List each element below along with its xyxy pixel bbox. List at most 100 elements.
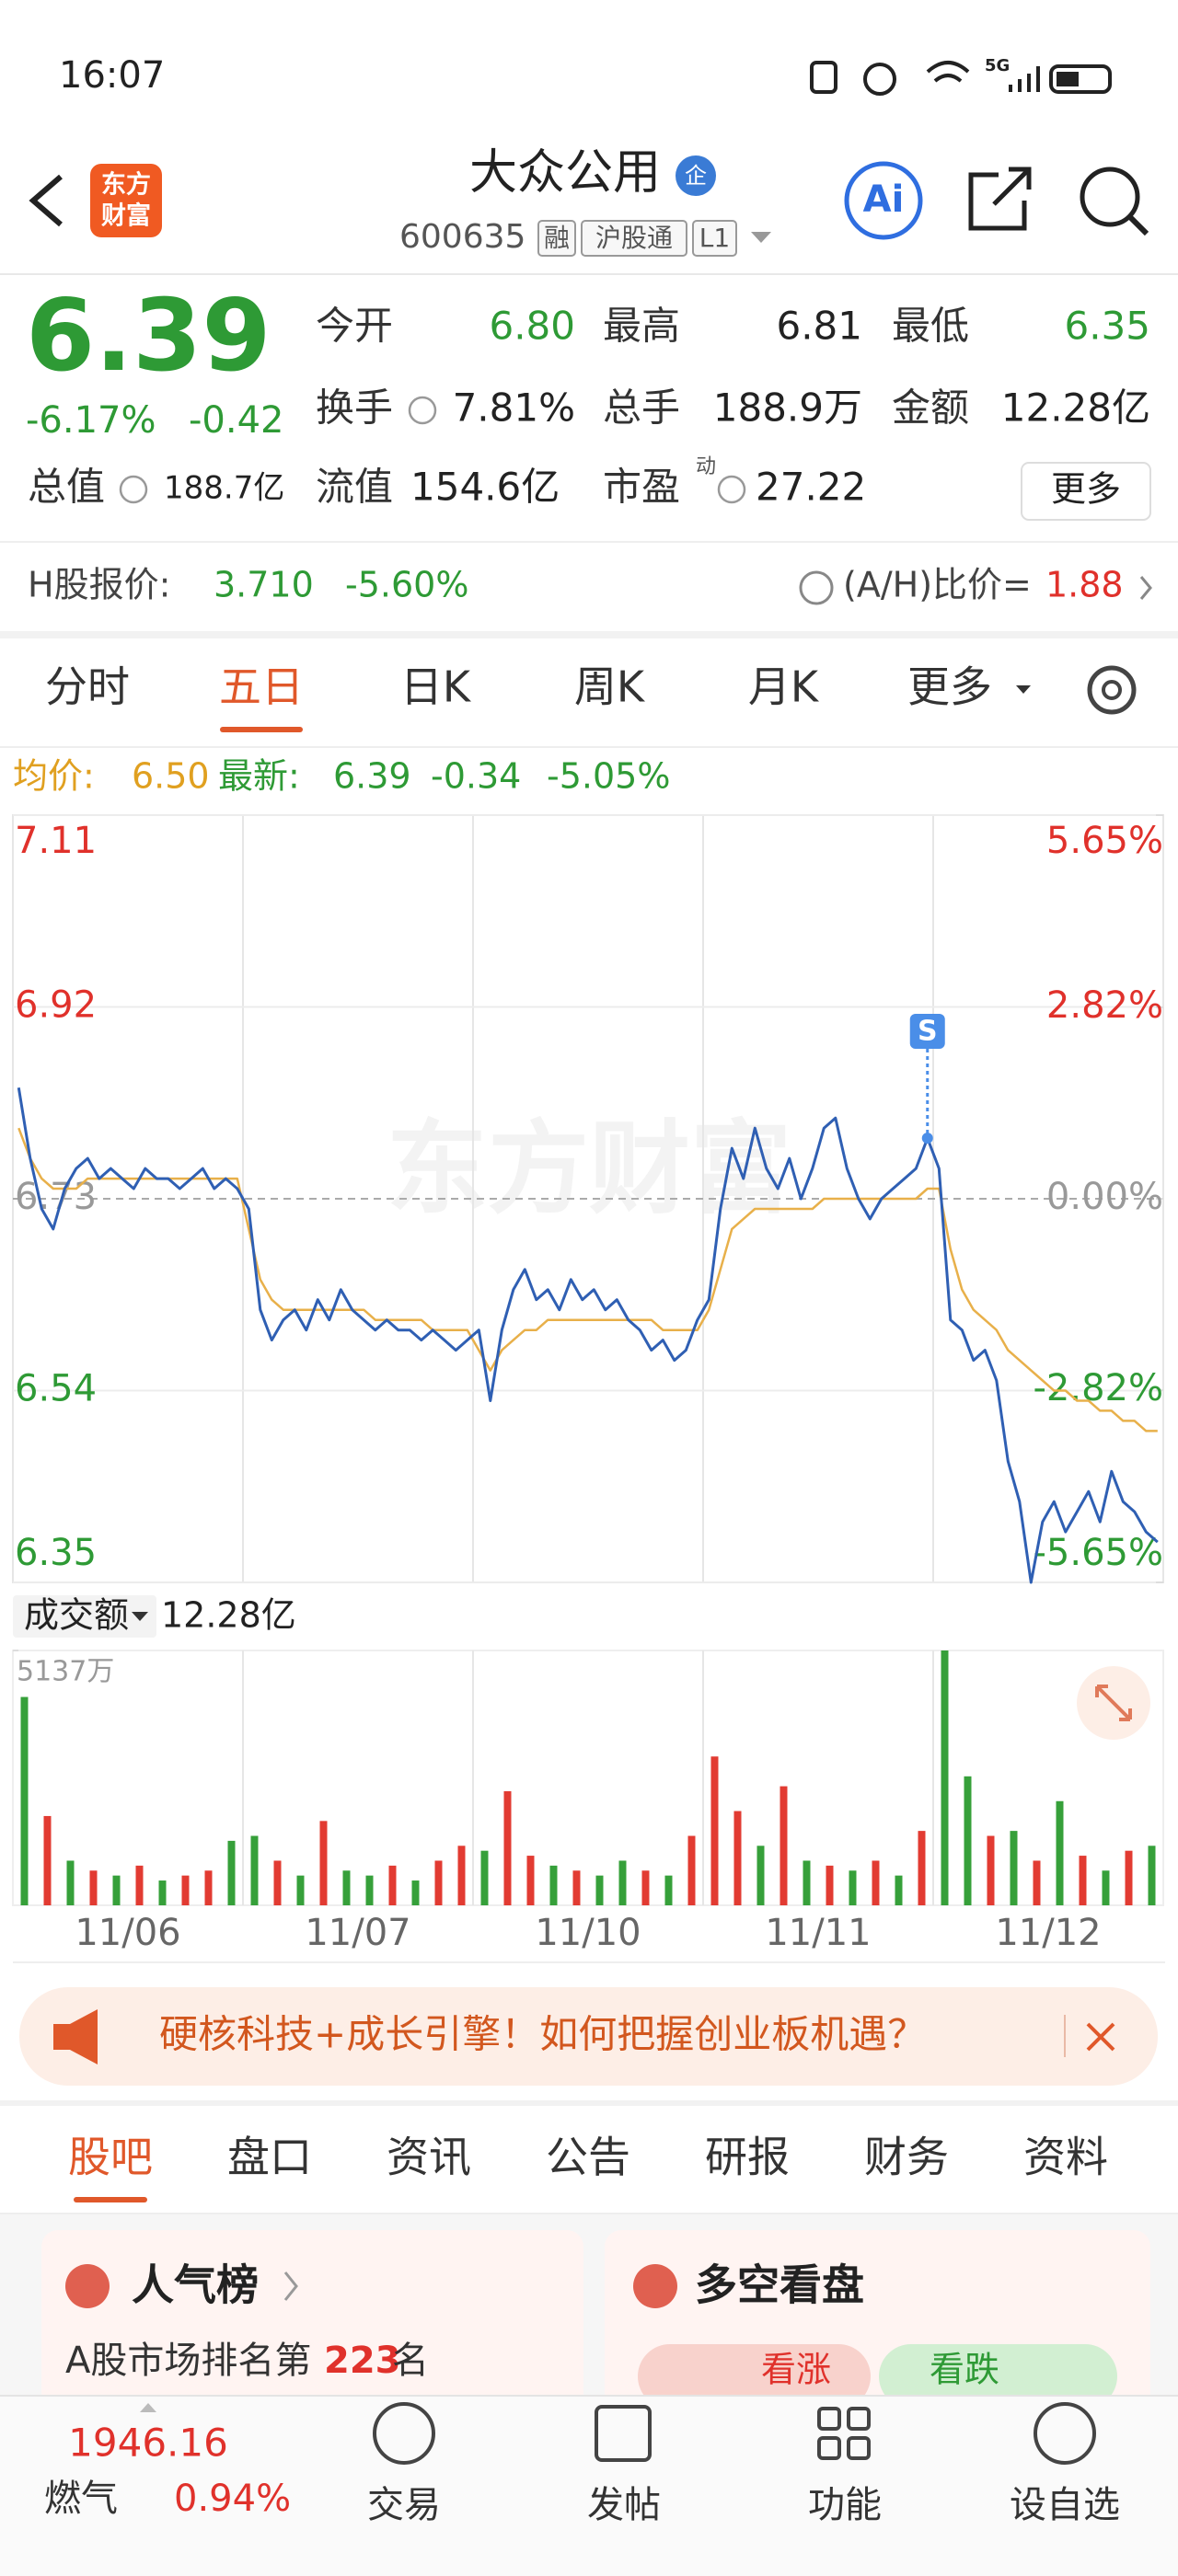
banner[interactable] — [19, 1987, 1158, 2086]
chart-tab[interactable]: 更多 — [907, 662, 992, 712]
volume-bar — [756, 1846, 765, 1905]
marker-box[interactable] — [909, 1014, 945, 1049]
tag-box — [581, 220, 687, 257]
close-button[interactable] — [1086, 2022, 1115, 2052]
divider — [0, 746, 1178, 748]
volume-bar — [66, 1860, 75, 1905]
volume-bar — [204, 1870, 213, 1905]
volume-bar — [411, 1880, 420, 1905]
latest-change: -0.34 — [431, 756, 521, 797]
nav-label[interactable]: 功能 — [808, 2484, 882, 2526]
volume-bar — [319, 1821, 328, 1905]
marker-label[interactable]: S — [918, 1016, 938, 1048]
volume-bar — [296, 1875, 305, 1905]
volume-bar — [987, 1835, 995, 1905]
latest-label: 最新: — [218, 756, 300, 797]
card[interactable] — [41, 2230, 583, 2414]
search-button[interactable] — [1080, 167, 1140, 227]
date-label: 11/07 — [305, 1912, 410, 1954]
nav-label[interactable]: 交易 — [367, 2484, 441, 2526]
back-button[interactable] — [29, 174, 63, 227]
y2-tick-label: -5.65% — [1033, 1532, 1163, 1574]
volume-bar — [664, 1875, 673, 1905]
info-icon[interactable] — [717, 475, 746, 504]
bear-label[interactable]: 看跌 — [930, 2350, 999, 2390]
stat-label: 总手 — [603, 385, 680, 431]
h-share-label: H股报价: — [28, 565, 170, 605]
settings-icon[interactable] — [1087, 665, 1137, 715]
nav-icon[interactable] — [1034, 2402, 1096, 2465]
chart-tab[interactable]: 月K — [748, 662, 820, 712]
bull-button[interactable] — [638, 2344, 871, 2409]
volume-bar — [434, 1860, 443, 1905]
tag: L1 — [699, 223, 730, 253]
stat-value: 6.35 — [1064, 304, 1150, 349]
section-tab[interactable]: 研报 — [705, 2133, 790, 2182]
status-time: 16:07 — [59, 54, 165, 97]
share-button[interactable] — [968, 167, 1032, 231]
chart-tab[interactable]: 五日 — [219, 662, 304, 712]
nav-icon-cell — [847, 2436, 871, 2460]
volume-total: 12.28亿 — [161, 1595, 296, 1636]
section-tab[interactable]: 资讯 — [387, 2133, 471, 2182]
nfc-icon — [810, 61, 837, 94]
volume-bar — [1010, 1831, 1018, 1905]
nav-icon[interactable] — [595, 2405, 652, 2462]
section-tab[interactable]: 盘口 — [227, 2133, 312, 2182]
volume-selector[interactable] — [13, 1595, 156, 1638]
volume-bar — [1033, 1860, 1041, 1905]
chevron[interactable] — [1139, 576, 1152, 600]
ai-label[interactable]: Ai — [863, 178, 905, 221]
section-tab[interactable]: 资料 — [1023, 2133, 1108, 2182]
bull-label[interactable]: 看涨 — [761, 2350, 831, 2390]
more-button[interactable] — [1021, 462, 1151, 521]
divider — [13, 1961, 1165, 1963]
tag-box — [692, 220, 737, 257]
more-label[interactable]: 更多 — [1051, 469, 1121, 510]
stock-code: 600635 — [399, 218, 525, 256]
bottom-bar — [0, 2395, 1178, 2576]
chart-tab[interactable]: 日K — [400, 662, 472, 712]
dropdown-arrow[interactable] — [1016, 685, 1031, 694]
gear[interactable] — [1087, 665, 1137, 715]
section-tab[interactable]: 财务 — [864, 2133, 949, 2182]
avg-value: 6.50 — [132, 756, 210, 797]
help-icon[interactable] — [799, 570, 834, 605]
nav-icon[interactable] — [373, 2402, 435, 2465]
index-value: 1946.16 — [68, 2421, 228, 2466]
nav-icon[interactable] — [817, 2407, 871, 2460]
section-tab[interactable]: 股吧 — [68, 2133, 153, 2182]
card-title[interactable]: 多空看盘 — [695, 2260, 864, 2310]
info-icon[interactable] — [408, 396, 437, 425]
volume-bar — [227, 1840, 236, 1905]
card-title[interactable]: 人气榜 — [132, 2260, 259, 2310]
sector-change: 0.94% — [174, 2478, 291, 2520]
volume-bar — [388, 1865, 397, 1905]
stat-value: 188.7亿 — [164, 470, 284, 507]
volume-bar — [964, 1776, 972, 1905]
chart-tab[interactable]: 分时 — [45, 662, 130, 712]
banner-text[interactable]: 硬核科技+成长引擎！如何把握创业板机遇？ — [159, 2012, 926, 2057]
expand-arrow[interactable] — [140, 2403, 156, 2412]
dropdown-arrow[interactable] — [751, 232, 771, 243]
stat-value: 6.80 — [489, 304, 575, 349]
stat-label: 今开 — [316, 304, 393, 349]
chart-tab[interactable]: 周K — [574, 662, 646, 712]
ratio-label: (A/H)比价= — [843, 565, 1032, 605]
marker-dot — [921, 1133, 933, 1144]
h-share-price: 3.710 — [214, 565, 314, 605]
tag: 融 — [544, 223, 570, 253]
section-tab[interactable]: 公告 — [546, 2133, 630, 2182]
signal-icon — [1009, 66, 1040, 92]
divider — [0, 541, 1178, 543]
battery-icon — [1049, 64, 1112, 94]
date-label: 11/11 — [765, 1912, 871, 1954]
nav-label[interactable]: 设自选 — [1010, 2484, 1120, 2526]
nav-label[interactable]: 发帖 — [587, 2484, 661, 2526]
change: -0.42 — [189, 399, 284, 442]
bear-button[interactable] — [879, 2344, 1117, 2409]
volume-label[interactable]: 成交额 — [24, 1595, 129, 1636]
ai-button[interactable] — [844, 161, 923, 240]
y-tick-label: 6.54 — [15, 1368, 97, 1410]
info-icon[interactable] — [119, 475, 148, 504]
